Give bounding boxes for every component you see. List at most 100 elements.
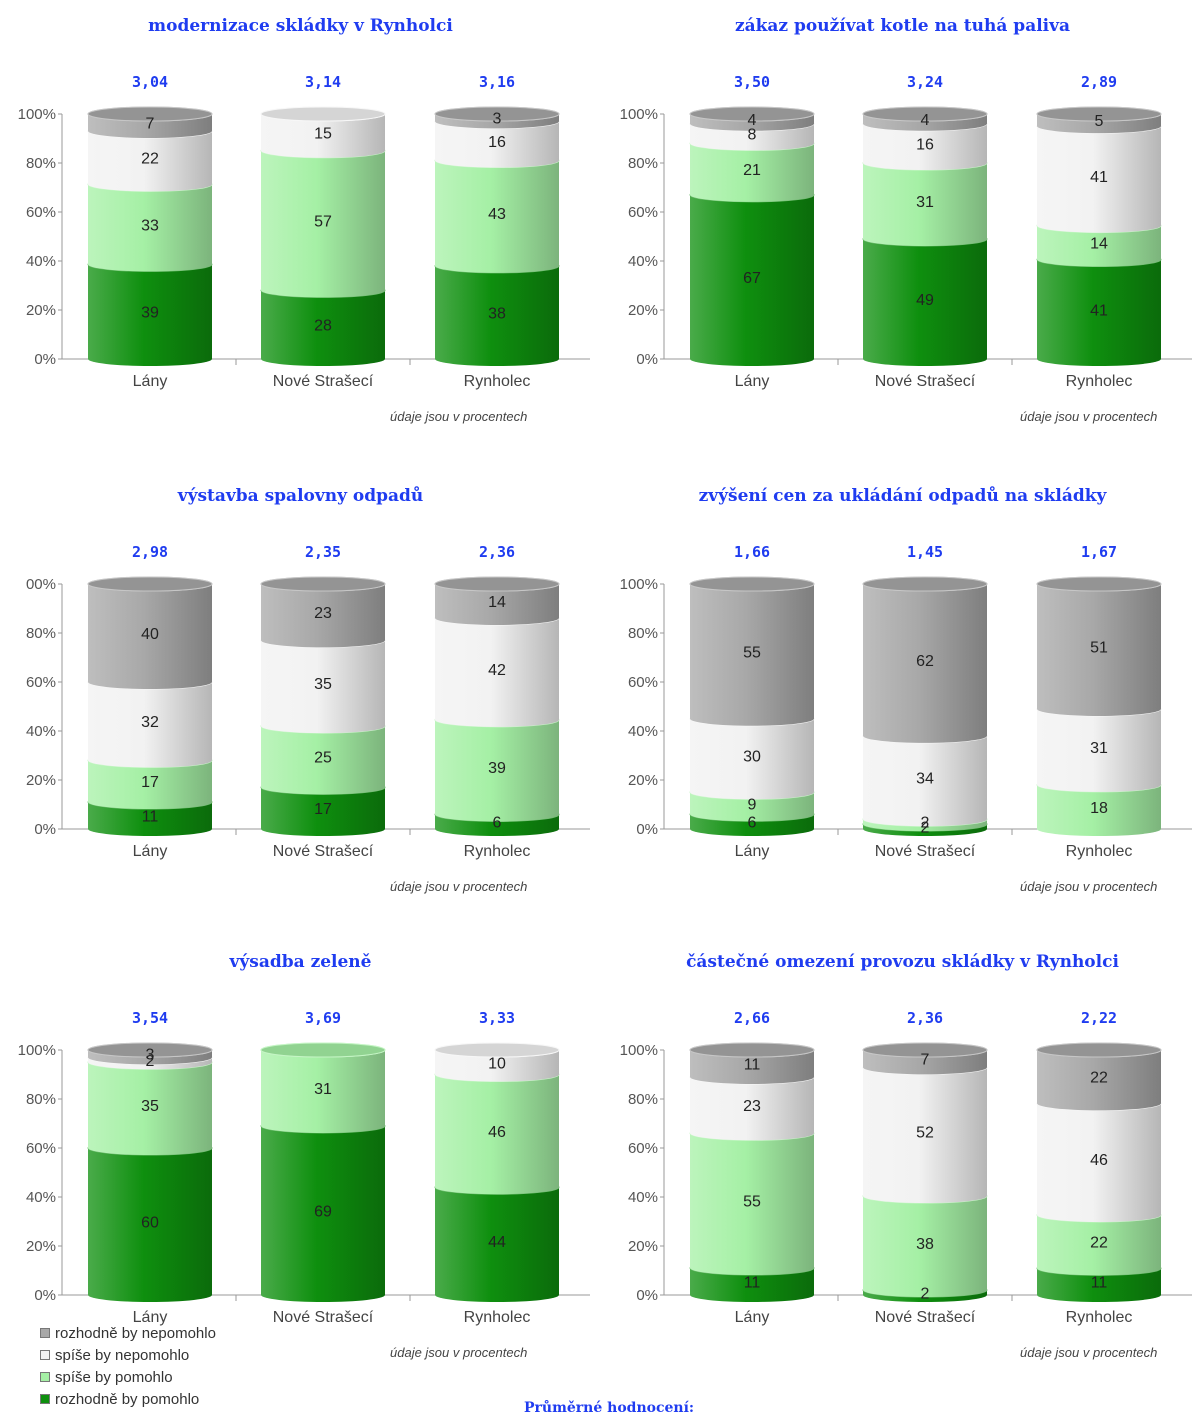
bar-top-cap [862, 576, 988, 592]
data-label: 14 [488, 594, 506, 611]
data-label: 51 [1090, 639, 1108, 656]
data-label: 5 [1095, 113, 1104, 130]
x-category-label: Nové Strašecí [875, 1309, 976, 1326]
y-tick-label: 40% [26, 723, 56, 740]
legend-item-rozhodne-nepomohlo: rozhodně by nepomohlo [40, 1322, 216, 1344]
data-label: 11 [744, 1275, 761, 1292]
bar-top-cap [434, 106, 560, 122]
mean-value: 3,04 [132, 73, 168, 91]
data-label: 14 [1090, 236, 1108, 253]
bar-top-cap [87, 106, 213, 122]
data-label: 8 [748, 127, 757, 144]
data-label: 4 [748, 112, 757, 129]
data-label: 67 [743, 270, 761, 287]
data-label: 46 [1090, 1152, 1108, 1169]
legend-swatch [40, 1394, 50, 1404]
y-tick-label: 40% [628, 723, 658, 740]
y-tick-label: 100% [620, 1042, 658, 1059]
data-label: 22 [141, 151, 159, 168]
units-note: údaje jsou v procentech [1020, 879, 1158, 894]
y-tick-label: 0% [636, 1287, 658, 1304]
mean-value: 2,89 [1081, 73, 1117, 91]
data-label: 31 [1090, 740, 1108, 757]
y-tick-label: 100% [18, 106, 56, 123]
mean-value: 1,67 [1081, 543, 1117, 561]
mean-value: 3,33 [479, 1009, 515, 1027]
x-category-label: Nové Strašecí [273, 1309, 374, 1326]
y-tick-label: 100% [620, 106, 658, 123]
legend-swatch [40, 1328, 50, 1338]
chart-panel: zákaz používat kotle na tuhá paliva 0% 20%… [602, 0, 1203, 470]
y-tick-label: 60% [628, 674, 658, 691]
bar-top-cap [87, 576, 213, 592]
mean-value: 1,66 [734, 543, 770, 561]
data-label: 43 [488, 206, 506, 223]
mean-value: 3,24 [907, 73, 943, 91]
x-category-label: Lány [735, 843, 770, 860]
data-label: 35 [141, 1098, 159, 1115]
mean-value: 2,66 [734, 1009, 770, 1027]
chart-title: částečné omezení provozu skládky v Rynho… [686, 952, 1119, 972]
mean-value: 2,98 [132, 543, 168, 561]
bar-top-cap [689, 1042, 815, 1058]
mean-value: 3,14 [305, 73, 341, 91]
chart-title: zákaz používat kotle na tuhá paliva [734, 16, 1071, 36]
data-label: 22 [1090, 1070, 1108, 1087]
x-category-label: Rynholec [1066, 1309, 1133, 1326]
data-label: 7 [146, 115, 155, 132]
data-label: 40 [141, 626, 159, 643]
x-category-label: Lány [735, 1309, 770, 1326]
units-note: údaje jsou v procentech [390, 409, 528, 424]
x-category-label: Nové Strašecí [875, 373, 976, 390]
data-label: 23 [314, 605, 332, 622]
bar-segment [434, 610, 560, 727]
bar-top-cap [1036, 106, 1162, 122]
chart-title: výsadba zeleně [229, 952, 372, 972]
legend-item-spise-nepomohlo: spíše by nepomohlo [40, 1344, 216, 1366]
x-category-label: Lány [133, 843, 168, 860]
data-label: 2 [146, 1053, 155, 1070]
x-category-label: Lány [133, 1309, 168, 1326]
y-tick-label: 60% [26, 204, 56, 221]
y-tick-label: 20% [26, 772, 56, 789]
y-tick-label: 60% [628, 1140, 658, 1157]
y-tick-label: 100% [18, 1042, 56, 1059]
data-label: 42 [488, 662, 506, 679]
y-tick-label: 20% [26, 1238, 56, 1255]
legend-swatch [40, 1350, 50, 1360]
y-tick-label: 60% [26, 1140, 56, 1157]
mean-value: 3,69 [305, 1009, 341, 1027]
data-label: 3 [493, 111, 502, 128]
y-tick-label: 80% [628, 625, 658, 642]
units-note: údaje jsou v procentech [390, 1345, 528, 1360]
data-label: 41 [1090, 302, 1108, 319]
bar-top-cap [1036, 1042, 1162, 1058]
y-tick-label: 40% [26, 1189, 56, 1206]
data-label: 55 [743, 644, 761, 661]
data-label: 22 [1090, 1235, 1108, 1252]
mean-value: 2,36 [479, 543, 515, 561]
x-category-label: Nové Strašecí [273, 373, 374, 390]
bar-top-cap [87, 1042, 213, 1058]
mean-value: 3,54 [132, 1009, 168, 1027]
y-tick-label: 100% [620, 576, 658, 593]
data-label: 9 [748, 796, 757, 813]
legend-label: spíše by nepomohlo [55, 1346, 190, 1364]
mean-value: 2,22 [1081, 1009, 1117, 1027]
data-label: 6 [493, 815, 502, 832]
y-tick-label: 60% [26, 674, 56, 691]
mean-value: 1,45 [907, 543, 943, 561]
x-category-label: Rynholec [464, 1309, 531, 1326]
y-tick-label: 80% [628, 1091, 658, 1108]
data-label: 44 [488, 1234, 506, 1251]
y-tick-label: 40% [628, 253, 658, 270]
data-label: 16 [488, 134, 506, 151]
x-category-label: Nové Strašecí [273, 843, 374, 860]
data-label: 69 [314, 1203, 332, 1220]
bar-segment [689, 1069, 815, 1141]
data-label: 35 [314, 676, 332, 693]
data-label: 7 [921, 1052, 930, 1069]
chart-svg: 0% 20% 40% 60% 80% 100% 2,66 Lány 11 55 23 11 2,36 No… [620, 1009, 1192, 1326]
y-tick-label: 80% [628, 155, 658, 172]
data-label: 21 [743, 162, 761, 179]
